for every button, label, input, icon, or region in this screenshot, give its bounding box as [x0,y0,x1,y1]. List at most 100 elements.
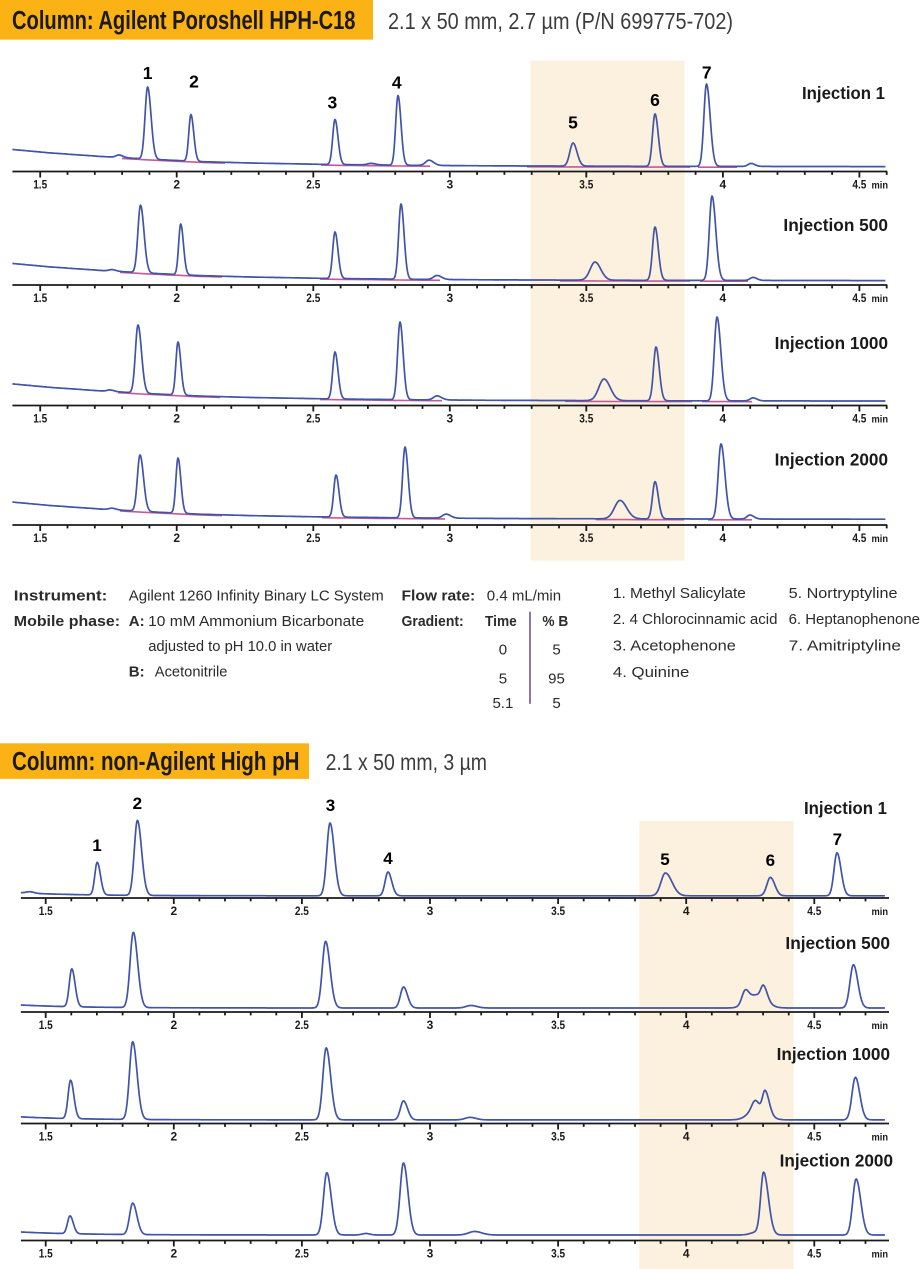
svg-text:Mobile phase:: Mobile phase: [14,613,120,630]
svg-text:5: 5 [552,642,560,659]
svg-text:3.5: 3.5 [551,1018,565,1032]
svg-text:5: 5 [499,670,507,687]
svg-text:3: 3 [446,177,453,191]
svg-text:Agilent 1260 Infinity Binary L: Agilent 1260 Infinity Binary LC System [129,588,384,605]
svg-text:3: 3 [326,796,335,815]
svg-text:2: 2 [173,291,180,305]
svg-text:4.5: 4.5 [807,1018,821,1032]
svg-text:4: 4 [683,1018,690,1032]
svg-text:2. 4 Chlorocinnamic acid: 2. 4 Chlorocinnamic acid [613,611,778,628]
svg-text:Injection 1000: Injection 1000 [775,333,889,353]
svg-text:4. Quinine: 4. Quinine [613,664,690,681]
svg-text:2.5: 2.5 [295,1246,309,1260]
svg-text:Column: Agilent Poroshell HPH-: Column: Agilent Poroshell HPH-C18 [12,7,356,35]
svg-text:3: 3 [427,1129,434,1143]
svg-text:5: 5 [660,850,669,869]
svg-text:4: 4 [383,849,393,868]
svg-text:3.5: 3.5 [551,1246,565,1260]
svg-text:4.5: 4.5 [852,177,866,191]
svg-text:min: min [872,906,889,918]
svg-text:A:: A: [129,613,145,630]
svg-text:2.5: 2.5 [295,904,309,918]
svg-text:3.5: 3.5 [579,531,593,545]
svg-text:3.5: 3.5 [579,177,593,191]
svg-text:adjusted to pH 10.0 in water: adjusted to pH 10.0 in water [148,638,332,655]
svg-text:2: 2 [173,411,180,425]
svg-text:min: min [872,293,889,305]
svg-text:4.5: 4.5 [852,291,866,305]
svg-text:4: 4 [683,1129,690,1143]
svg-text:min: min [872,179,889,191]
svg-text:Injection 2000: Injection 2000 [775,449,889,469]
svg-text:4.5: 4.5 [807,1246,821,1260]
svg-text:3: 3 [446,411,453,425]
svg-text:4: 4 [683,904,690,918]
svg-text:3.5: 3.5 [551,1129,565,1143]
svg-text:min: min [872,413,889,425]
svg-text:Acetonitrile: Acetonitrile [155,664,228,681]
svg-text:10 mM Ammonium Bicarbonate: 10 mM Ammonium Bicarbonate [148,613,364,630]
svg-text:2.5: 2.5 [295,1018,309,1032]
svg-text:5. Nortryptyline: 5. Nortryptyline [789,585,898,602]
svg-text:Time: Time [485,613,517,630]
svg-text:3: 3 [328,92,338,112]
svg-text:Injection 500: Injection 500 [785,933,890,953]
svg-text:B:: B: [129,664,145,681]
svg-text:min: min [872,533,889,545]
svg-text:0: 0 [499,642,507,659]
svg-text:0.4 mL/min: 0.4 mL/min [487,588,561,605]
svg-text:1.5: 1.5 [39,904,53,918]
svg-text:2: 2 [170,904,177,918]
svg-text:4: 4 [392,73,402,93]
svg-text:4: 4 [683,1246,690,1260]
svg-text:4: 4 [720,531,727,545]
svg-text:2: 2 [170,1129,177,1143]
svg-text:4: 4 [720,177,727,191]
svg-text:4.5: 4.5 [807,904,821,918]
svg-text:2: 2 [189,72,199,92]
svg-text:2: 2 [173,531,180,545]
svg-text:2: 2 [170,1018,177,1032]
svg-text:2: 2 [133,794,142,813]
svg-text:6: 6 [650,90,660,110]
svg-text:1: 1 [143,63,153,83]
svg-text:5.1: 5.1 [492,695,513,712]
svg-text:min: min [872,1020,889,1032]
svg-text:4: 4 [720,291,727,305]
svg-text:2.5: 2.5 [306,177,320,191]
svg-text:3: 3 [446,291,453,305]
svg-text:Gradient:: Gradient: [402,613,464,630]
svg-text:2.5: 2.5 [295,1129,309,1143]
svg-text:3: 3 [446,531,453,545]
svg-text:4.5: 4.5 [852,531,866,545]
svg-text:5: 5 [552,695,560,712]
svg-text:Injection 1: Injection 1 [804,798,887,818]
svg-text:2.5: 2.5 [306,411,320,425]
svg-text:Injection 1: Injection 1 [802,83,885,103]
svg-text:2: 2 [173,177,180,191]
svg-text:1.5: 1.5 [33,177,47,191]
svg-text:2.1 x 50 mm, 3 µm: 2.1 x 50 mm, 3 µm [326,749,487,775]
svg-text:3: 3 [427,904,434,918]
svg-text:7. Amitriptyline: 7. Amitriptyline [789,638,901,655]
svg-text:1.5: 1.5 [33,411,47,425]
svg-text:7: 7 [833,830,842,849]
svg-text:2: 2 [170,1246,177,1260]
svg-text:3.5: 3.5 [579,291,593,305]
svg-text:7: 7 [702,62,712,82]
svg-text:5: 5 [568,113,578,133]
svg-text:Flow rate:: Flow rate: [402,588,476,605]
svg-text:1.5: 1.5 [39,1018,53,1032]
svg-text:6: 6 [766,851,775,870]
svg-text:6. Heptanophenone: 6. Heptanophenone [789,611,920,628]
svg-text:1.5: 1.5 [33,291,47,305]
svg-text:Injection 1000: Injection 1000 [777,1044,891,1064]
svg-text:2.5: 2.5 [306,531,320,545]
svg-text:Injection 500: Injection 500 [783,215,888,235]
svg-text:1. Methyl Salicylate: 1. Methyl Salicylate [613,585,746,602]
svg-text:4.5: 4.5 [852,411,866,425]
svg-text:4.5: 4.5 [807,1129,821,1143]
svg-text:3: 3 [427,1246,434,1260]
svg-text:95: 95 [548,670,565,687]
svg-text:1.5: 1.5 [33,531,47,545]
